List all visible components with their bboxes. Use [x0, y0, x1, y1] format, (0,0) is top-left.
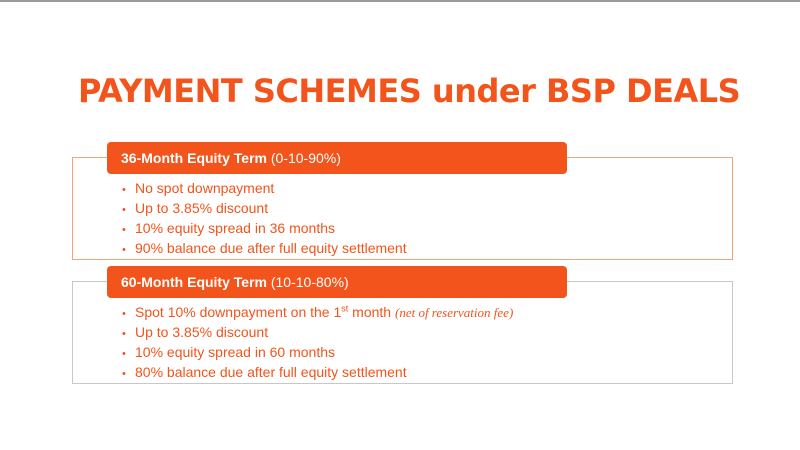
top-divider: [0, 0, 800, 2]
bullet-icon: •: [122, 224, 126, 236]
bullet-icon: •: [122, 368, 126, 380]
fee-note: (net of reservation fee): [394, 305, 514, 320]
bullet-icon: •: [122, 244, 126, 256]
list-item: • 80% balance due after full equity settl…: [122, 363, 513, 383]
list-item: • 90% balance due after full equity settl…: [122, 239, 407, 259]
list-item: • Up to 3.85% discount: [122, 199, 407, 219]
bullet-icon: •: [122, 184, 126, 196]
bullet-icon: •: [122, 204, 126, 216]
list-item: • Up to 3.85% discount: [122, 323, 513, 343]
list-item: • No spot downpayment: [122, 179, 407, 199]
bullet-icon: •: [122, 348, 126, 360]
bullet-icon: •: [122, 328, 126, 340]
scheme-36-month-header: 36-Month Equity Term (0-10-90%): [107, 142, 567, 174]
scheme-36-month-box: [72, 157, 733, 260]
scheme-split: (0-10-90%): [270, 150, 341, 166]
scheme-split: (10-10-80%): [270, 274, 349, 290]
list-item: • Spot 10% downpayment on the 1st month (…: [122, 303, 513, 323]
bullet-icon: •: [122, 308, 126, 320]
scheme-36-month-list: • No spot downpayment • Up to 3.85% discou…: [122, 179, 407, 259]
scheme-60-month-list: • Spot 10% downpayment on the 1st month (…: [122, 303, 513, 383]
scheme-name: 60-Month Equity Term: [121, 274, 267, 290]
list-item: • 10% equity spread in 36 months: [122, 219, 407, 239]
scheme-60-month-box: [72, 281, 733, 384]
slide-title: PAYMENT SCHEMES under BSP DEALS: [78, 72, 741, 110]
list-item: • 10% equity spread in 60 months: [122, 343, 513, 363]
scheme-60-month-header: 60-Month Equity Term (10-10-80%): [107, 266, 567, 298]
scheme-name: 36-Month Equity Term: [121, 150, 267, 166]
